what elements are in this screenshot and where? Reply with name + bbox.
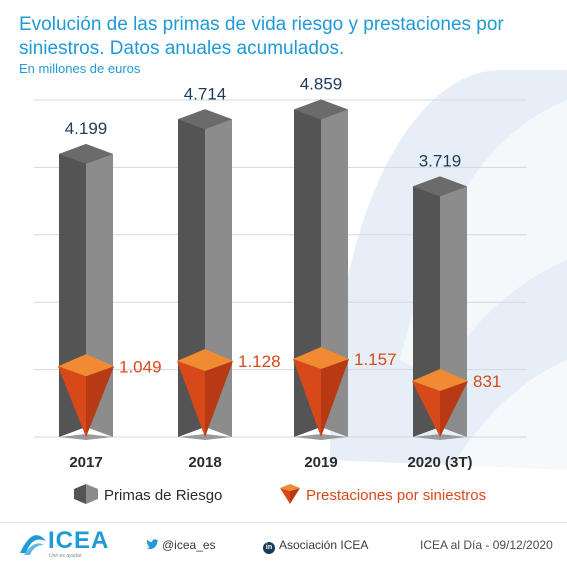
prestaciones-pyramid-left-face <box>177 360 205 437</box>
linkedin-icon: in <box>263 542 275 554</box>
footer-source: ICEA al Día - 09/12/2020 <box>420 538 553 552</box>
background-swoosh-cut <box>450 360 567 470</box>
twitter-icon <box>146 539 159 549</box>
prestaciones-pyramid-top-face <box>177 348 233 371</box>
primas-value-label: 4.199 <box>65 119 108 138</box>
legend-prestaciones-swatch-right <box>290 488 300 504</box>
prestaciones-pyramid-right-face <box>86 366 114 437</box>
bars <box>58 99 468 440</box>
icea-logo[interactable]: ICEA Unir es ayudar <box>18 527 108 563</box>
prestaciones-value-label: 1.157 <box>354 350 397 369</box>
primas-bar-top-face <box>413 176 467 197</box>
footer-divider <box>0 522 567 523</box>
legend-prestaciones-label: Prestaciones por siniestros <box>306 487 486 504</box>
chart-subtitle: En millones de euros <box>19 61 141 76</box>
legend-prestaciones-swatch-left <box>280 488 290 504</box>
chart-title: Evolución de las primas de vida riesgo y… <box>19 14 504 59</box>
legend-prestaciones-swatch-top <box>280 484 300 491</box>
gridlines <box>34 99 527 438</box>
category-label: 2017 <box>69 454 102 471</box>
prestaciones-value-label: 1.049 <box>119 357 162 376</box>
primas-bar-right-face <box>440 176 467 437</box>
prestaciones-pyramid-top-face <box>58 354 114 377</box>
primas-value-label: 3.719 <box>419 151 462 170</box>
prestaciones-value-label: 1.128 <box>238 352 281 371</box>
prestaciones-pyramid-top-face <box>293 347 349 370</box>
legend: Primas de Riesgo Prestaciones por siniest… <box>74 484 486 504</box>
logo-wordmark: ICEA <box>48 527 110 554</box>
primas-bar-left-face <box>413 176 440 437</box>
category-label: 2019 <box>304 454 337 471</box>
category-labels: 2017 2018 2019 2020 (3T) <box>69 454 472 471</box>
primas-bar-top-face <box>178 109 232 130</box>
legend-primas-swatch-right <box>86 484 98 504</box>
category-label: 2020 (3T) <box>407 454 472 471</box>
primas-value-label: 4.859 <box>300 75 343 94</box>
primas-value-label: 4.714 <box>184 84 227 103</box>
category-label: 2018 <box>188 454 221 471</box>
primas-bar-top-face <box>294 99 348 120</box>
twitter-handle: @icea_es <box>162 538 216 552</box>
prestaciones-pyramid-left-face <box>412 380 440 437</box>
legend-primas-swatch-left <box>74 484 86 504</box>
prestaciones-pyramid-right-face <box>321 359 349 437</box>
prestaciones-pyramid-left-face <box>58 366 86 437</box>
prestaciones-pyramid-left-face <box>293 359 321 437</box>
icea-logo-icon <box>20 535 46 555</box>
twitter-link[interactable]: @icea_es <box>146 538 216 552</box>
prestaciones-value-label: 831 <box>473 372 501 391</box>
data-labels: 4.199 1.049 4.714 1.128 4.859 1.157 3.719 831 <box>65 75 502 391</box>
primas-bar-top-face <box>59 143 113 164</box>
logo-tagline: Unir es ayudar <box>49 553 82 559</box>
linkedin-name: Asociación ICEA <box>279 538 369 552</box>
linkedin-link[interactable]: in Asociación ICEA <box>263 538 368 554</box>
legend-primas-label: Primas de Riesgo <box>104 487 222 504</box>
prestaciones-pyramid-right-face <box>205 360 233 437</box>
prestaciones-pyramid-right-face <box>440 380 468 437</box>
prestaciones-pyramid-top-face <box>412 368 468 391</box>
